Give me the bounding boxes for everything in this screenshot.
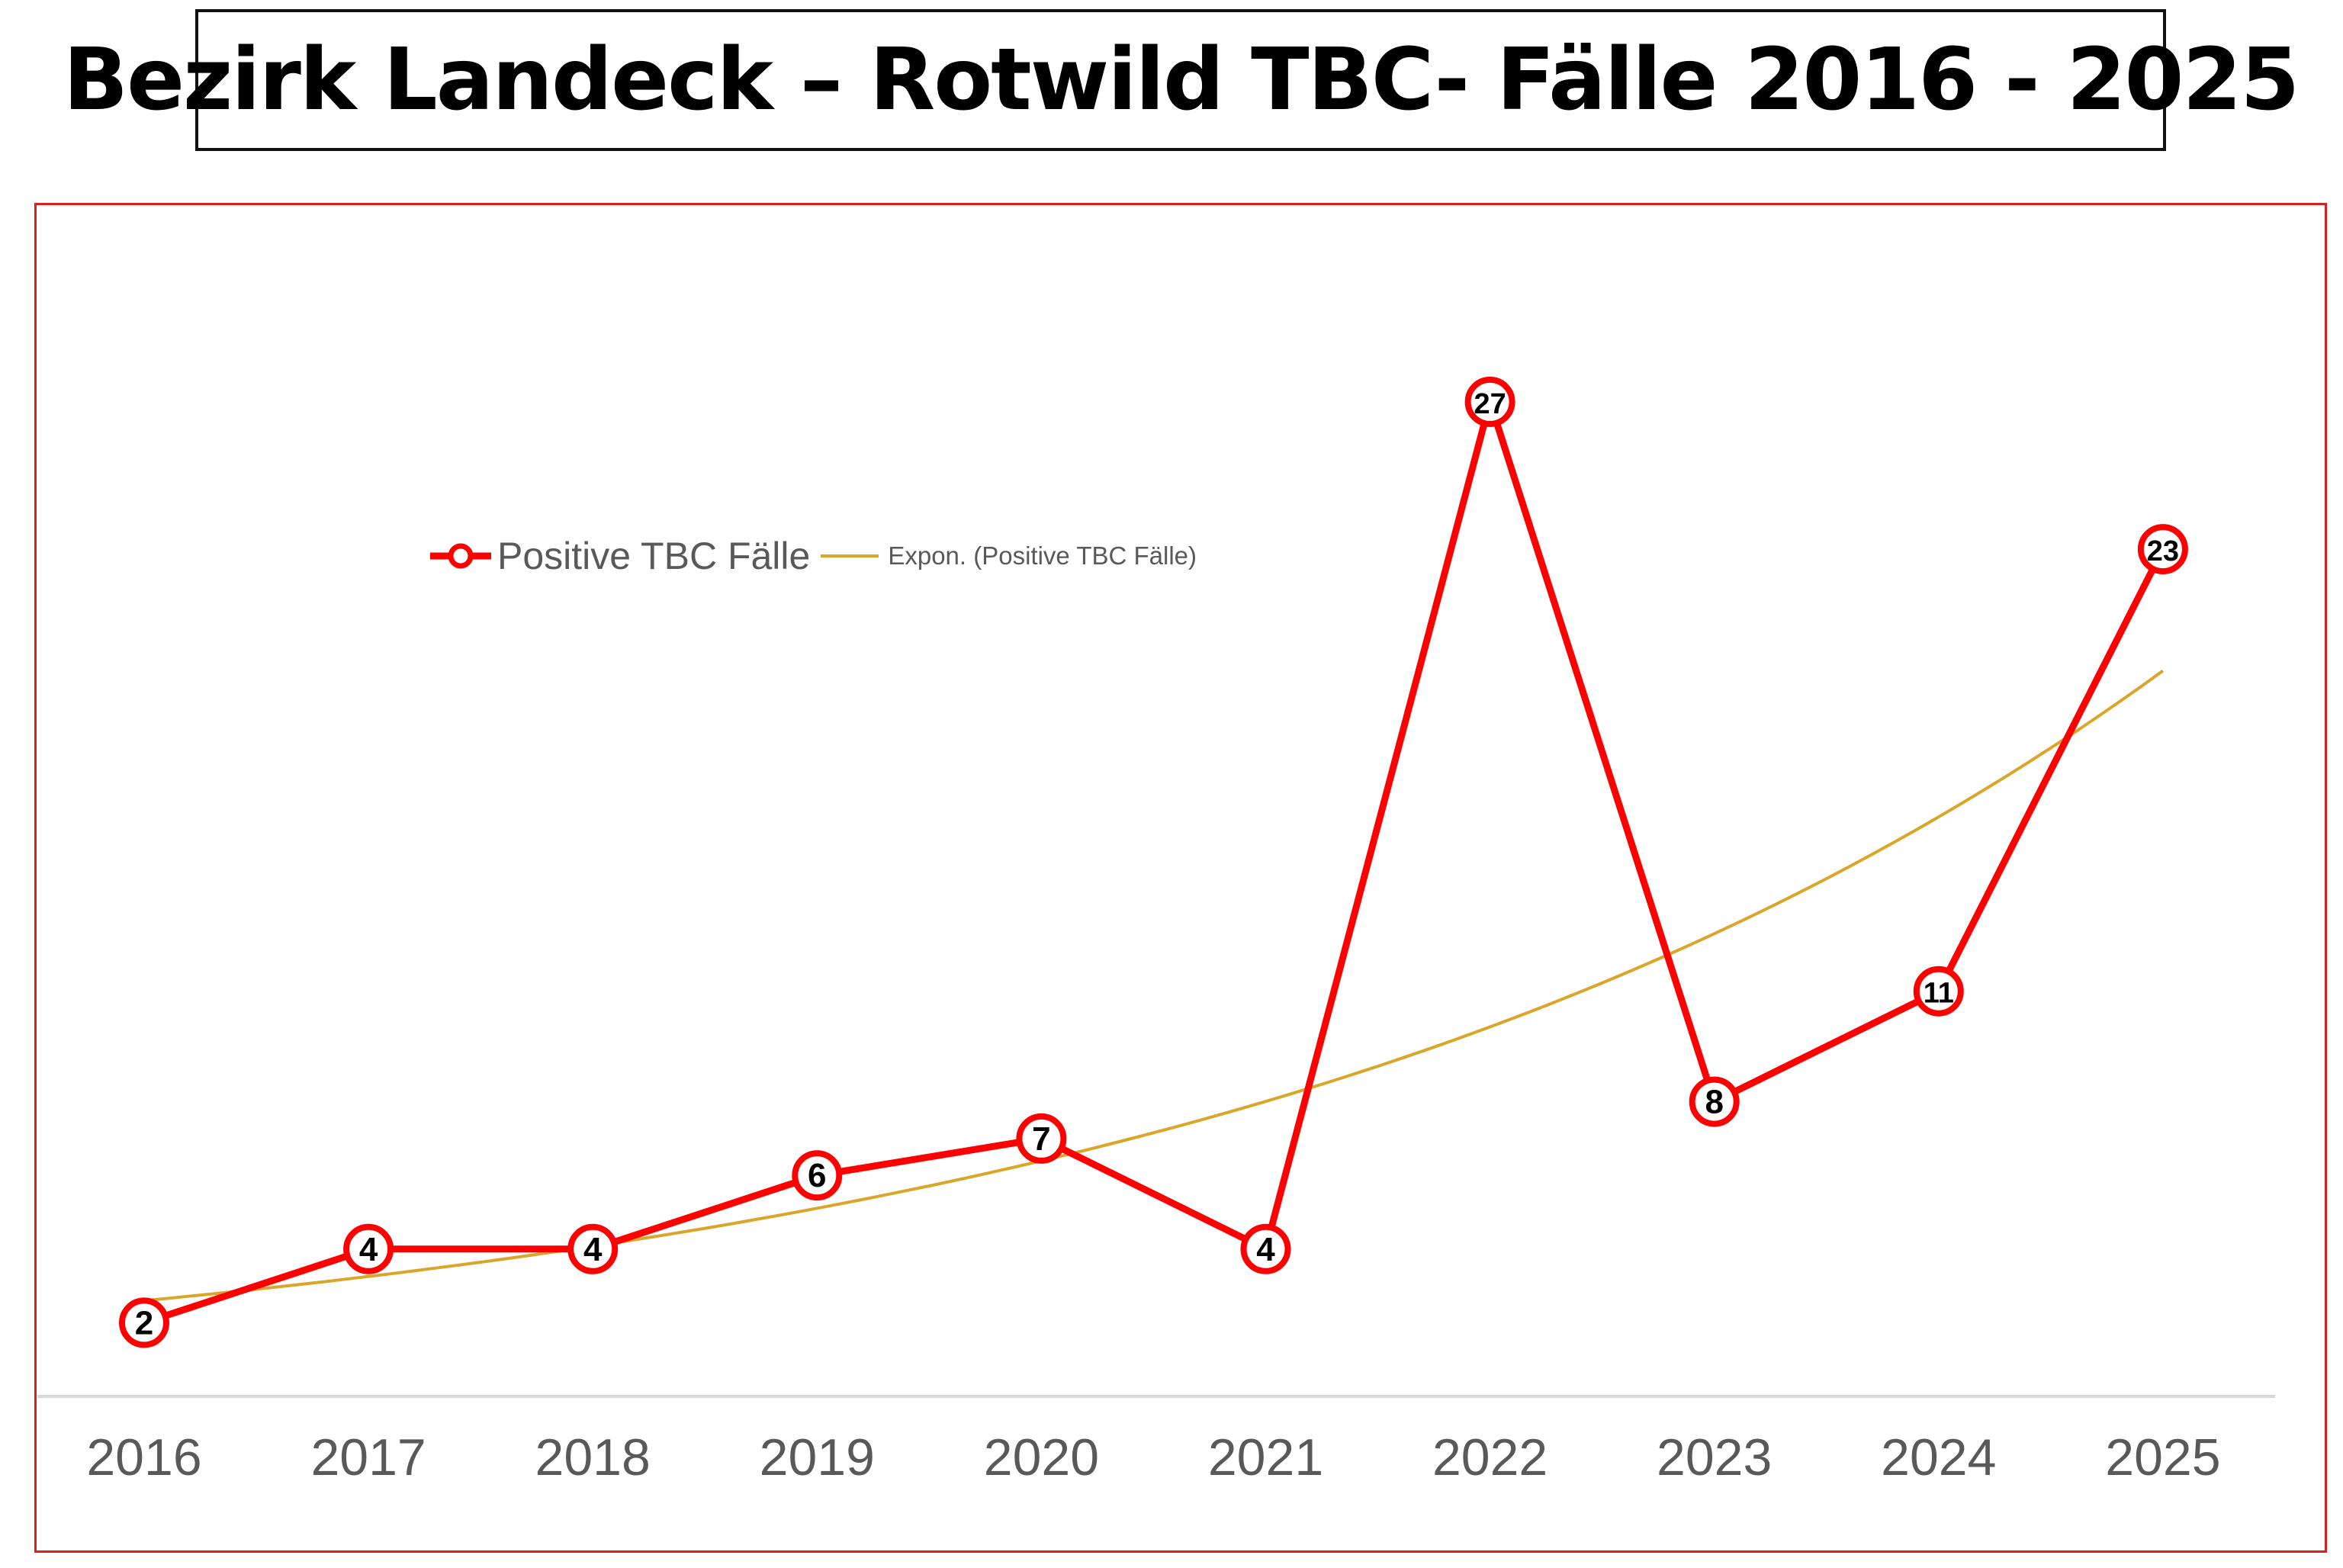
data-point[interactable]: 4 xyxy=(343,1223,394,1274)
data-label: 4 xyxy=(359,1231,378,1268)
data-point-marker-icon xyxy=(567,1223,619,1274)
chart-frame xyxy=(34,203,2327,1553)
legend-item-series[interactable]: Positive TBC Fälle xyxy=(429,534,810,578)
data-label: 8 xyxy=(1705,1084,1723,1121)
x-tick-label: 2018 xyxy=(535,1428,651,1486)
data-point-marker-icon xyxy=(1689,1076,1740,1127)
x-tick-label: 2024 xyxy=(1881,1428,1997,1486)
data-label: 11 xyxy=(1924,978,1954,1010)
data-point[interactable]: 23 xyxy=(2137,524,2188,575)
x-tick-label: 2025 xyxy=(2105,1428,2221,1486)
legend: Positive TBC Fälle Expon. (Positive TBC … xyxy=(429,534,1197,578)
data-markers: 2 4 4 6 7 4 27 8 11 23 xyxy=(119,376,2188,1348)
data-point[interactable]: 8 xyxy=(1689,1076,1740,1127)
x-tick-label: 2022 xyxy=(1432,1428,1548,1486)
legend-line-marker-icon xyxy=(430,543,491,569)
data-point[interactable]: 4 xyxy=(1240,1223,1291,1274)
chart-title: Bezirk Landeck – Rotwild TBC- Fälle 2016… xyxy=(63,31,2300,130)
x-tick-label: 2017 xyxy=(310,1428,426,1486)
legend-label-trendline: Expon. (Positive TBC Fälle) xyxy=(888,541,1197,570)
data-point[interactable]: 11 xyxy=(1913,966,1964,1017)
data-point-marker-icon xyxy=(1240,1223,1291,1274)
data-point-marker-icon xyxy=(1016,1113,1067,1164)
x-tick-label: 2021 xyxy=(1207,1428,1324,1486)
x-tick-label: 2016 xyxy=(86,1428,202,1486)
data-label: 4 xyxy=(583,1231,603,1268)
exponential-trendline xyxy=(143,669,2165,1303)
data-label: 27 xyxy=(1474,388,1506,420)
data-point-marker-icon xyxy=(1913,966,1964,1017)
data-point[interactable]: 27 xyxy=(1464,376,1515,427)
data-label: 2 xyxy=(135,1304,153,1341)
legend-trendline-icon xyxy=(821,554,879,557)
data-point-marker-icon xyxy=(119,1297,169,1348)
data-point-marker-icon xyxy=(1464,376,1515,427)
x-tick-label: 2019 xyxy=(759,1428,875,1486)
data-point[interactable]: 2 xyxy=(119,1297,169,1348)
data-label: 4 xyxy=(1256,1231,1275,1268)
data-point[interactable]: 4 xyxy=(567,1223,619,1274)
x-tick-label: 2020 xyxy=(983,1428,1100,1486)
data-label: 6 xyxy=(808,1157,826,1194)
data-point-marker-icon xyxy=(792,1150,843,1201)
legend-item-trendline[interactable]: Expon. (Positive TBC Fälle) xyxy=(819,541,1197,570)
series-line-positive-tbc xyxy=(143,398,2166,1326)
data-point-marker-icon xyxy=(343,1223,394,1274)
data-point[interactable]: 6 xyxy=(792,1150,843,1201)
data-label: 7 xyxy=(1032,1120,1050,1158)
data-label: 23 xyxy=(2147,535,2179,567)
legend-label-series: Positive TBC Fälle xyxy=(497,535,811,577)
x-tick-label: 2023 xyxy=(1657,1428,1773,1486)
data-point[interactable]: 7 xyxy=(1016,1113,1067,1164)
chart-title-box: Bezirk Landeck – Rotwild TBC- Fälle 2016… xyxy=(63,9,2300,151)
data-point-marker-icon xyxy=(2137,524,2188,575)
